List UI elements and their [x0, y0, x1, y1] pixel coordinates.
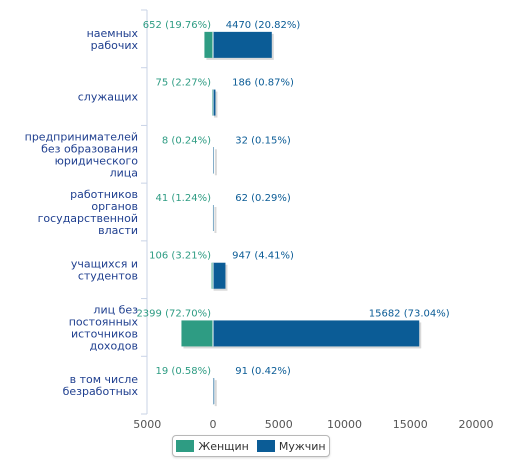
x-tick-label: 15000 — [393, 418, 428, 431]
data-label-female: 19 (0.58%) — [156, 366, 212, 377]
bar-male[interactable] — [213, 89, 216, 116]
data-label-male: 4470 (20.82%) — [226, 20, 301, 31]
x-tick-label: 5000 — [265, 418, 293, 431]
bar-shadow — [214, 207, 217, 233]
x-axis-ticks: 5000 0 5000 10000 15000 20000 — [133, 418, 493, 431]
data-label-female: 8 (0.24%) — [162, 135, 211, 146]
category-label: лиц без постоянных источников доходов — [69, 303, 139, 352]
legend-item-male[interactable]: Мужчин — [256, 439, 326, 453]
category-label: служащих — [78, 91, 139, 104]
category-label: работников органов государственной власти — [38, 188, 138, 237]
bars — [181, 31, 422, 407]
x-tick-label: 0 — [210, 418, 217, 431]
bar-male[interactable] — [213, 31, 272, 58]
bar-female[interactable] — [204, 31, 213, 58]
data-label-female: 75 (2.27%) — [156, 78, 212, 89]
category-label: в том числе безработных — [63, 373, 139, 398]
category-label: учащихся и студентов — [71, 258, 138, 283]
data-label-male: 947 (4.41%) — [232, 251, 294, 262]
data-label-male: 91 (0.42%) — [235, 366, 291, 377]
bar-female[interactable] — [211, 262, 213, 289]
category-labels: наемных рабочих служащих предпринимателей бе… — [25, 27, 139, 398]
category-label: предпринимателей без образования юридическ… — [25, 130, 139, 179]
data-label-male: 32 (0.15%) — [235, 135, 291, 146]
bar-female[interactable] — [181, 320, 213, 347]
data-label-male: 62 (0.29%) — [235, 193, 291, 204]
bar-male[interactable] — [213, 378, 215, 405]
data-label-female: 2399 (72.70%) — [136, 308, 211, 319]
data-label-female: 41 (1.24%) — [156, 193, 212, 204]
bar-male[interactable] — [213, 320, 420, 347]
data-label-male: 15682 (73.04%) — [369, 308, 450, 319]
bar-shadow — [214, 380, 217, 407]
grid-lines — [141, 9, 148, 415]
x-tick-label: 10000 — [327, 418, 362, 431]
data-label-female: 652 (19.76%) — [143, 20, 211, 31]
bar-shadow — [214, 149, 217, 176]
bar-male[interactable] — [213, 262, 226, 289]
data-label-female: 106 (3.21%) — [149, 251, 211, 262]
data-label-male: 186 (0.87%) — [232, 78, 294, 89]
legend-swatch-male — [256, 440, 275, 452]
legend-label-male: Мужчин — [278, 439, 326, 453]
data-labels: 652 (19.76%) 4470 (20.82%) 75 (2.27%) 186 (… — [136, 20, 449, 377]
bar-shadow — [214, 91, 218, 118]
x-tick-label: 20000 — [459, 418, 494, 431]
legend: Женщин Мужчин — [172, 435, 330, 457]
x-tick-label: 5000 — [133, 418, 161, 431]
category-label: наемных рабочих — [87, 27, 139, 52]
legend-item-female[interactable]: Женщин — [176, 440, 249, 453]
legend-label-female: Женщин — [198, 439, 249, 453]
legend-swatch-female — [176, 440, 195, 452]
